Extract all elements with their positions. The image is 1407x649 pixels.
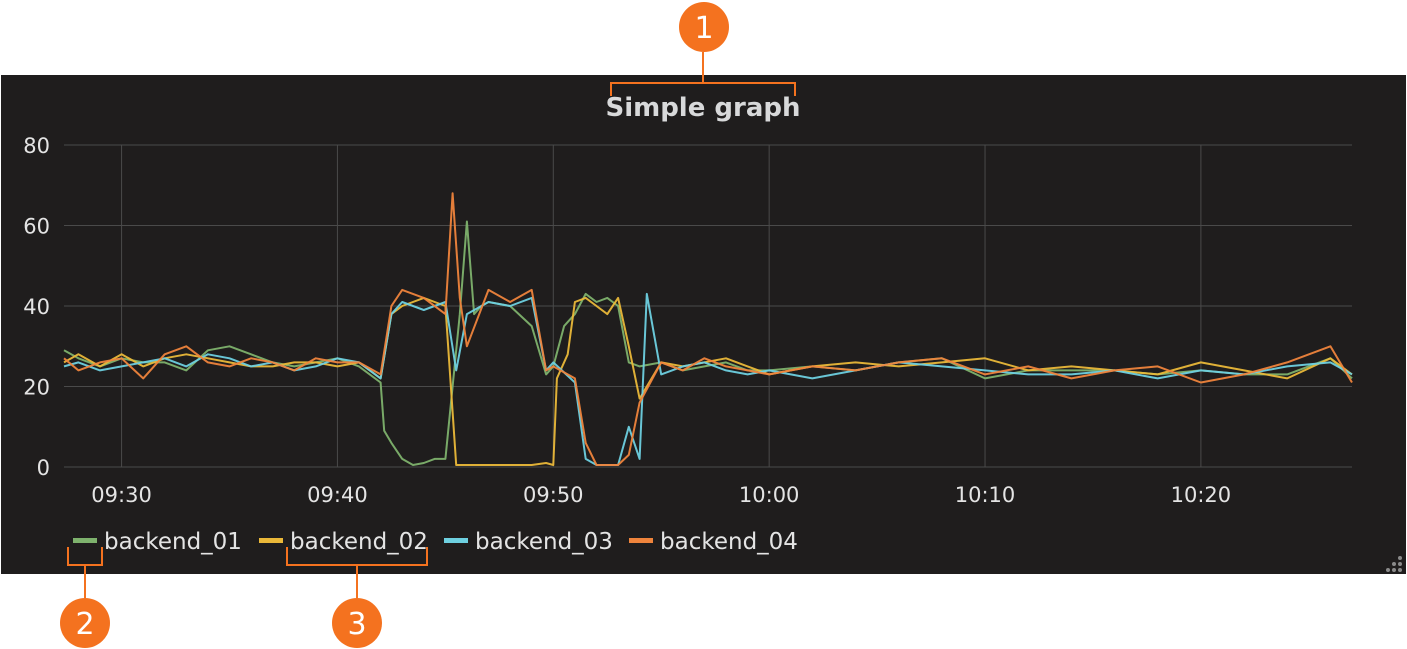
x-tick-label: 10:00 [739, 483, 800, 507]
chart-grid [64, 144, 1352, 468]
legend-item-backend-01[interactable]: backend_01 [73, 529, 242, 555]
legend-swatch-backend-02 [259, 538, 283, 543]
callout-number-3: 3 [347, 607, 366, 642]
legend-item-backend-03[interactable]: backend_03 [444, 529, 613, 555]
panel-title[interactable]: Simple graph [605, 93, 800, 123]
legend-swatch-backend-03 [444, 538, 468, 543]
y-tick-label: 40 [23, 295, 50, 319]
y-tick-label: 0 [37, 456, 50, 480]
callout-badge-2: 2 [60, 598, 110, 648]
callout-number-1: 1 [694, 11, 713, 46]
callout-bracket-title [610, 52, 796, 96]
y-tick-label: 20 [23, 376, 50, 400]
y-tick-label: 80 [23, 134, 50, 158]
legend-swatch-backend-04 [629, 538, 653, 543]
callout-bracket-legend-swatch [67, 547, 103, 598]
graph-panel[interactable] [1, 75, 1406, 574]
legend-label-backend-02[interactable]: backend_02 [290, 529, 428, 555]
legend: backend_01 backend_02 backend_03 backend… [73, 529, 798, 555]
legend-item-backend-04[interactable]: backend_04 [629, 529, 798, 555]
legend-label-backend-03[interactable]: backend_03 [475, 529, 613, 555]
x-tick-label: 09:40 [307, 483, 368, 507]
x-axis-ticks: 09:30 09:40 09:50 10:00 10:10 10:20 [91, 483, 1231, 507]
callout-bracket-legend-label [286, 547, 428, 598]
callout-badge-1: 1 [679, 2, 729, 52]
legend-swatch-backend-01 [73, 538, 97, 543]
y-axis-ticks: 0 20 40 60 80 [23, 134, 50, 480]
x-tick-label: 10:10 [955, 483, 1016, 507]
legend-item-backend-02[interactable]: backend_02 [259, 529, 428, 555]
y-tick-label: 60 [23, 215, 50, 239]
legend-label-backend-01[interactable]: backend_01 [104, 529, 242, 555]
callout-number-2: 2 [75, 607, 94, 642]
series-lines [63, 192, 1353, 466]
x-tick-label: 09:50 [523, 483, 584, 507]
x-tick-label: 10:20 [1171, 483, 1232, 507]
series-line-backend-04[interactable] [63, 192, 1353, 466]
legend-label-backend-04[interactable]: backend_04 [660, 529, 798, 555]
x-tick-label: 09:30 [91, 483, 152, 507]
resize-grip-icon[interactable] [1386, 556, 1402, 572]
callout-badge-3: 3 [332, 598, 382, 648]
